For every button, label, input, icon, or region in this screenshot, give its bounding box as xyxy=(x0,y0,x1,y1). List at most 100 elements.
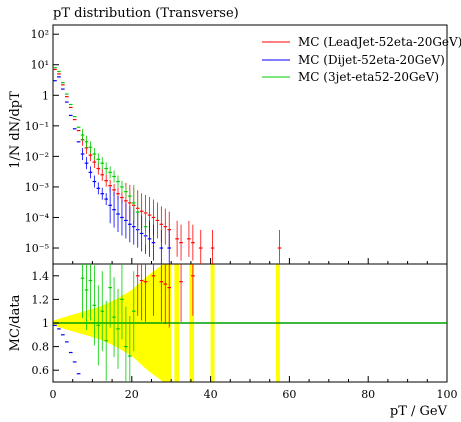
axis-ticks xyxy=(52,33,448,382)
ratio-point xyxy=(116,288,120,369)
ratio-point xyxy=(92,265,97,346)
point-series-0 xyxy=(100,168,105,181)
point-series-1 xyxy=(139,215,144,252)
ratio-point xyxy=(167,264,172,328)
point-series-2 xyxy=(104,162,108,175)
ratio-points xyxy=(53,264,195,382)
ratio-point xyxy=(143,264,148,322)
point-series-1 xyxy=(84,157,89,170)
point-series-1 xyxy=(108,187,112,224)
point-series-1 xyxy=(88,166,93,179)
y-tick-label: 10⁻⁴ xyxy=(25,211,50,224)
point-series-0 xyxy=(191,224,195,261)
point-series-2 xyxy=(135,194,140,231)
point-series-2 xyxy=(92,147,97,160)
ratio-point xyxy=(131,271,136,352)
point-series-0 xyxy=(155,202,160,239)
ratio-tick-label: 1.2 xyxy=(32,293,50,306)
legend-label-3jet: MC (3jet-eta52-20GeV) xyxy=(298,70,439,84)
data-points xyxy=(53,67,282,264)
point-series-1 xyxy=(104,193,108,206)
point-series-1 xyxy=(80,147,85,160)
point-series-2 xyxy=(84,135,89,148)
point-series-1 xyxy=(96,182,101,195)
x-tick-label: 60 xyxy=(282,388,296,401)
ratio-point xyxy=(112,277,116,358)
point-series-1 xyxy=(92,175,97,188)
ratio-tick-label: 0.6 xyxy=(32,364,50,377)
ratio-point xyxy=(191,264,195,316)
ratio-point xyxy=(88,264,93,321)
point-series-0 xyxy=(277,230,282,264)
y-tick-label: 10² xyxy=(31,28,49,41)
y-tick-label: 10⁻³ xyxy=(25,181,49,194)
ratio-point xyxy=(179,264,183,322)
point-series-2 xyxy=(108,166,112,179)
x-tick-label: 0 xyxy=(50,388,57,401)
legend-label-leadjet: MC (LeadJet-52eta-20GeV) xyxy=(298,35,461,49)
ratio-point xyxy=(139,264,144,321)
ratio-point xyxy=(96,285,101,366)
ratio-point xyxy=(128,316,132,382)
y-axis-label: 1/N dN/dpT xyxy=(8,91,23,169)
point-series-2 xyxy=(112,170,116,183)
ratio-point xyxy=(108,264,112,328)
point-series-1 xyxy=(167,230,172,264)
ratio-point xyxy=(120,264,124,340)
ratio-point xyxy=(135,264,140,316)
y-tick-label: 10¹ xyxy=(31,59,49,72)
y-tick-label: 10⁻⁵ xyxy=(25,242,49,255)
legend: MC (LeadJet-52eta-20GeV) MC (Dijet-52eta… xyxy=(262,35,461,84)
point-series-2 xyxy=(128,190,132,203)
x-axis-label: pT / GeV xyxy=(390,404,448,419)
point-series-0 xyxy=(163,208,168,245)
x-tick-label: 20 xyxy=(125,388,139,401)
point-series-2 xyxy=(143,208,148,245)
ratio-tick-label: 0.8 xyxy=(32,341,50,354)
ratio-point xyxy=(124,306,128,382)
ratio-point xyxy=(80,264,85,319)
ratio-tick-label: 1 xyxy=(42,317,49,330)
point-series-1 xyxy=(112,191,116,228)
legend-label-dijet: MC (Dijet-52eta-20GeV) xyxy=(298,53,445,67)
point-series-0 xyxy=(210,230,215,264)
ratio-tick-label: 1.4 xyxy=(32,270,50,283)
ratio-point xyxy=(84,264,89,330)
point-series-1 xyxy=(124,202,128,239)
y-tick-label: 1 xyxy=(42,89,49,102)
point-series-2 xyxy=(124,185,128,198)
point-series-1 xyxy=(128,206,132,243)
ratio-point xyxy=(100,271,105,352)
point-series-2 xyxy=(131,184,136,221)
point-series-2 xyxy=(116,175,120,188)
point-series-2 xyxy=(88,141,93,154)
point-series-2 xyxy=(120,180,124,193)
point-series-0 xyxy=(198,230,203,264)
point-series-0 xyxy=(104,174,108,187)
point-series-0 xyxy=(187,220,191,257)
point-series-1 xyxy=(116,195,120,232)
axis-tick-labels: 0 20 40 60 80 100 10² 10¹ 1 10⁻¹ 10⁻² 10⁻³ 10⁻⁴ 10⁻⁵ 0… xyxy=(25,28,458,401)
point-series-1 xyxy=(120,199,124,236)
point-series-2 xyxy=(100,157,105,170)
chart-title: pT distribution (Transverse) xyxy=(53,6,239,21)
point-series-0 xyxy=(179,224,183,261)
point-series-0 xyxy=(175,220,179,257)
ratio-axis-label: MC/data xyxy=(8,294,23,351)
ratio-point xyxy=(104,300,108,381)
point-series-1 xyxy=(159,230,164,264)
point-series-1 xyxy=(100,187,105,200)
point-series-1 xyxy=(147,220,152,257)
ratio-point xyxy=(151,264,156,316)
point-series-2 xyxy=(96,153,101,166)
y-tick-label: 10⁻² xyxy=(25,150,49,163)
x-tick-label: 80 xyxy=(361,388,375,401)
x-tick-label: 100 xyxy=(437,388,458,401)
ratio-point xyxy=(159,264,164,322)
ratio-point xyxy=(163,264,168,325)
point-series-1 xyxy=(151,224,156,261)
x-tick-label: 40 xyxy=(204,388,218,401)
point-series-2 xyxy=(80,129,85,142)
y-tick-label: 10⁻¹ xyxy=(25,120,49,133)
